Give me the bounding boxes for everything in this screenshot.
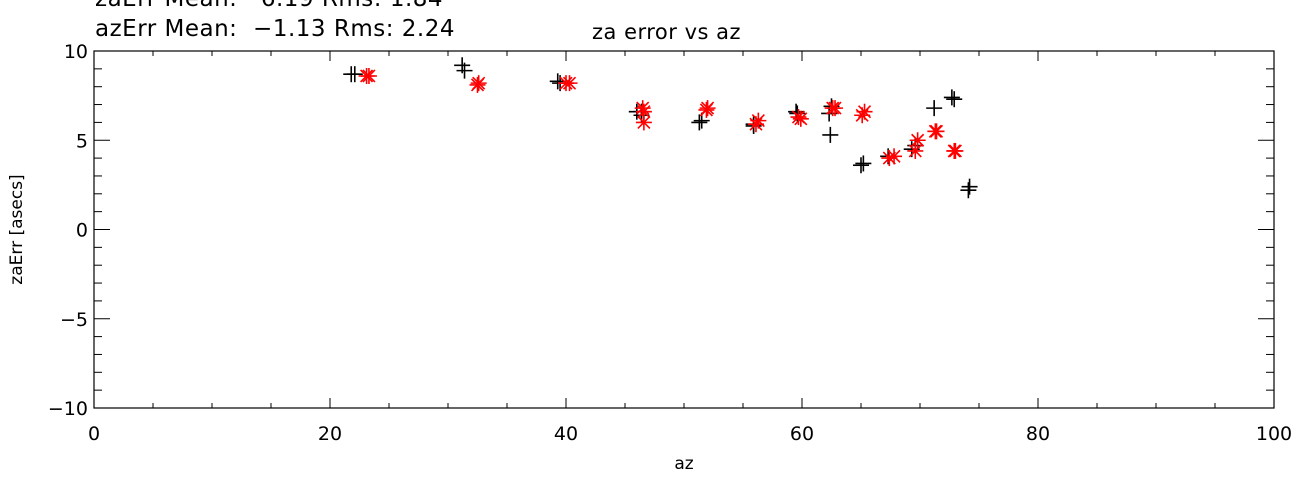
y-tick-label: 10 bbox=[64, 41, 88, 63]
star-marker bbox=[699, 100, 716, 117]
y-tick-label: −10 bbox=[48, 398, 88, 420]
star-marker bbox=[360, 67, 377, 84]
stats-line-azerr: azErr Mean: −1.13 Rms: 2.24 bbox=[95, 16, 455, 42]
star-marker bbox=[907, 142, 924, 159]
star-marker bbox=[470, 75, 487, 92]
plot-frame bbox=[93, 50, 1275, 409]
plus-marker bbox=[946, 91, 963, 108]
star-marker bbox=[635, 103, 652, 120]
star-marker bbox=[827, 100, 844, 117]
star-marker bbox=[886, 148, 903, 165]
y-tick-label: 5 bbox=[76, 130, 88, 152]
x-tick-label: 100 bbox=[1256, 423, 1292, 445]
x-tick-label: 80 bbox=[1026, 423, 1050, 445]
data-markers bbox=[343, 57, 978, 199]
plus-marker bbox=[346, 66, 363, 83]
chart-title: za error vs az bbox=[592, 20, 742, 44]
plus-marker bbox=[943, 89, 960, 106]
star-marker bbox=[561, 75, 578, 92]
plus-marker bbox=[691, 114, 708, 131]
y-tick-label: 0 bbox=[76, 220, 88, 242]
y-axis-label: zaErr [asecs] bbox=[7, 174, 27, 284]
tick-labels: 0 20 40 60 80 100 −10 −5 0 5 10 bbox=[48, 41, 1292, 445]
star-marker bbox=[909, 132, 926, 149]
x-tick-label: 20 bbox=[318, 423, 342, 445]
plus-marker bbox=[855, 155, 872, 172]
plus-marker bbox=[822, 126, 839, 143]
y-tick-label: −5 bbox=[60, 309, 88, 331]
star-marker bbox=[947, 142, 964, 159]
x-tick-label: 40 bbox=[554, 423, 578, 445]
plus-marker bbox=[549, 73, 566, 90]
axis-ticks bbox=[93, 50, 1275, 409]
stats-line-zaerr: zaErr Mean: 6.19 Rms: 1.84 bbox=[95, 0, 443, 12]
star-marker bbox=[792, 110, 809, 127]
x-axis-label: az bbox=[674, 454, 693, 474]
x-tick-label: 0 bbox=[88, 423, 100, 445]
plus-marker bbox=[960, 182, 977, 199]
star-marker bbox=[635, 114, 652, 131]
star-marker bbox=[928, 123, 945, 140]
plus-marker bbox=[961, 178, 978, 195]
plot-border bbox=[93, 50, 1275, 409]
star-marker bbox=[750, 112, 767, 129]
star-marker bbox=[856, 103, 873, 120]
x-tick-label: 60 bbox=[790, 423, 814, 445]
plus-marker bbox=[456, 62, 473, 79]
plus-marker bbox=[853, 157, 869, 174]
plus-marker bbox=[926, 100, 943, 117]
